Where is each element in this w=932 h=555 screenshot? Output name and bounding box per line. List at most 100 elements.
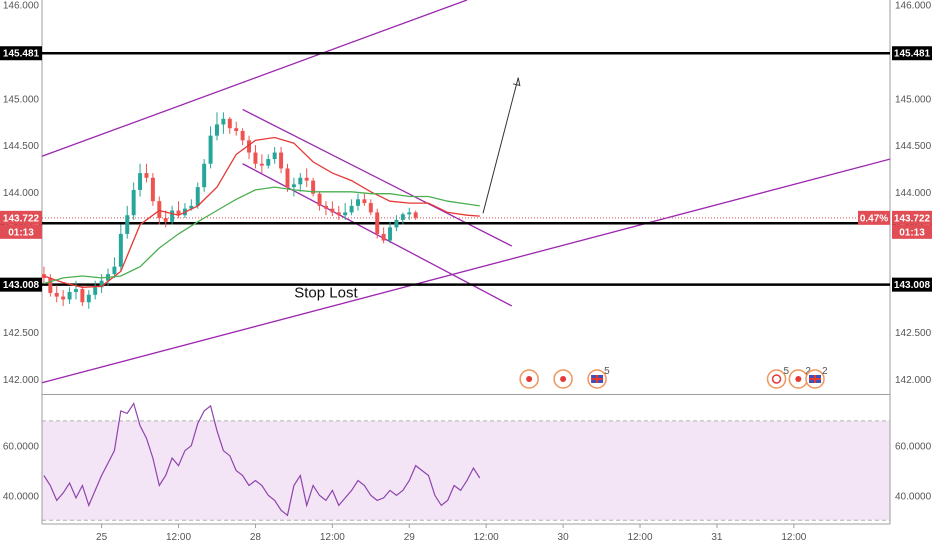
candle[interactable]	[375, 212, 380, 234]
y-tick-label-right: 144.500	[895, 141, 932, 152]
level-tag-left-text: 145.481	[3, 49, 40, 60]
candle[interactable]	[311, 180, 316, 194]
candle[interactable]	[259, 163, 264, 166]
y-tick-label-left: 145.000	[3, 94, 40, 105]
event-count-label: 5	[784, 366, 790, 377]
candle[interactable]	[195, 187, 200, 206]
rsi-tick-label-right: 40.0000	[895, 491, 932, 502]
y-tick-label-right: 145.000	[895, 94, 932, 105]
candle[interactable]	[112, 266, 117, 275]
candle[interactable]	[291, 184, 296, 188]
candle[interactable]	[253, 152, 258, 164]
y-tick-label-left: 142.500	[3, 328, 40, 339]
candle[interactable]	[93, 287, 98, 295]
trend-channel-line-2[interactable]	[41, 158, 891, 384]
y-tick-label-right: 146.000	[895, 1, 932, 12]
stop-lost-annotation: Stop Lost	[294, 285, 358, 302]
y-tick-label-left: 142.000	[3, 375, 40, 386]
event-count-label: 2	[805, 366, 811, 377]
candle[interactable]	[48, 277, 53, 293]
projection-arrow-head	[512, 77, 521, 87]
candle[interactable]	[80, 289, 85, 303]
candle[interactable]	[240, 131, 245, 141]
y-tick-label-right: 144.000	[895, 188, 932, 199]
candle[interactable]	[73, 289, 78, 292]
trend-channel-line-1[interactable]	[41, 0, 468, 157]
countdown-tag-right-text: 01:13	[899, 227, 925, 238]
change-percent-tag-text: 0.47%	[860, 213, 888, 224]
candle[interactable]	[323, 205, 328, 209]
rsi-tick-label-left: 60.0000	[3, 442, 40, 453]
price-tag-right	[892, 210, 932, 225]
x-tick-label: 29	[404, 532, 416, 543]
candle[interactable]	[247, 140, 252, 153]
rsi-tick-label-right: 60.0000	[895, 442, 932, 453]
candle[interactable]	[400, 214, 405, 220]
countdown-tag-left-text: 01:13	[8, 227, 34, 238]
candle[interactable]	[266, 159, 271, 166]
event-marker-1[interactable]	[519, 369, 539, 389]
y-tick-label-left: 144.000	[3, 188, 40, 199]
level-tag-right	[892, 46, 932, 61]
level-tag-right	[892, 277, 932, 292]
candle[interactable]	[150, 177, 155, 202]
candle[interactable]	[61, 296, 66, 300]
candle[interactable]	[202, 163, 207, 188]
candle[interactable]	[125, 215, 130, 234]
candle[interactable]	[381, 233, 386, 241]
event-dot	[526, 376, 533, 382]
candle[interactable]	[144, 173, 149, 178]
event-ring	[766, 369, 787, 389]
event-marker-4[interactable]: 5	[766, 366, 790, 389]
candle[interactable]	[368, 203, 373, 213]
y-tick-label-right: 142.000	[895, 375, 932, 386]
candle[interactable]	[317, 193, 322, 206]
candle[interactable]	[157, 201, 162, 219]
ema-slow-line	[43, 186, 480, 285]
x-tick-label: 12:00	[781, 532, 806, 543]
level-tag-left	[0, 46, 42, 61]
event-count-label: 5	[604, 366, 610, 377]
event-dot	[795, 376, 802, 382]
x-tick-label: 12:00	[320, 532, 345, 543]
candle[interactable]	[189, 205, 194, 209]
candle[interactable]	[407, 212, 412, 215]
change-percent-tag	[858, 210, 890, 225]
candle[interactable]	[227, 118, 232, 129]
candle[interactable]	[285, 168, 290, 188]
candle[interactable]	[54, 292, 59, 297]
event-marker-3[interactable]: 5	[587, 366, 610, 389]
candle[interactable]	[279, 152, 284, 169]
candle[interactable]	[336, 212, 341, 216]
candle[interactable]	[170, 210, 175, 222]
candle[interactable]	[138, 173, 143, 190]
projection-arrow[interactable]	[482, 77, 519, 214]
candle[interactable]	[176, 210, 181, 216]
event-marker-6[interactable]: 2	[805, 366, 828, 389]
candle[interactable]	[298, 177, 303, 185]
candle[interactable]	[214, 124, 219, 136]
countdown-tag-right	[892, 224, 932, 239]
candle[interactable]	[343, 212, 348, 216]
candle[interactable]	[67, 291, 72, 300]
candle[interactable]	[131, 189, 136, 216]
candle[interactable]	[86, 294, 91, 303]
candle[interactable]	[272, 152, 277, 160]
candle[interactable]	[234, 128, 239, 131]
candle[interactable]	[221, 118, 226, 125]
candle[interactable]	[388, 227, 393, 241]
candle[interactable]	[356, 199, 360, 206]
candle[interactable]	[362, 199, 367, 204]
candle[interactable]	[330, 208, 335, 213]
candle[interactable]	[118, 233, 123, 267]
candle[interactable]	[208, 135, 213, 164]
candle[interactable]	[413, 212, 418, 218]
event-marker-2[interactable]	[553, 369, 573, 389]
candle[interactable]	[163, 218, 168, 222]
candle[interactable]	[304, 177, 309, 181]
y-tick-label-right: 142.500	[895, 328, 932, 339]
candle[interactable]	[349, 205, 354, 213]
candle[interactable]	[394, 219, 399, 228]
candle[interactable]	[99, 280, 104, 288]
